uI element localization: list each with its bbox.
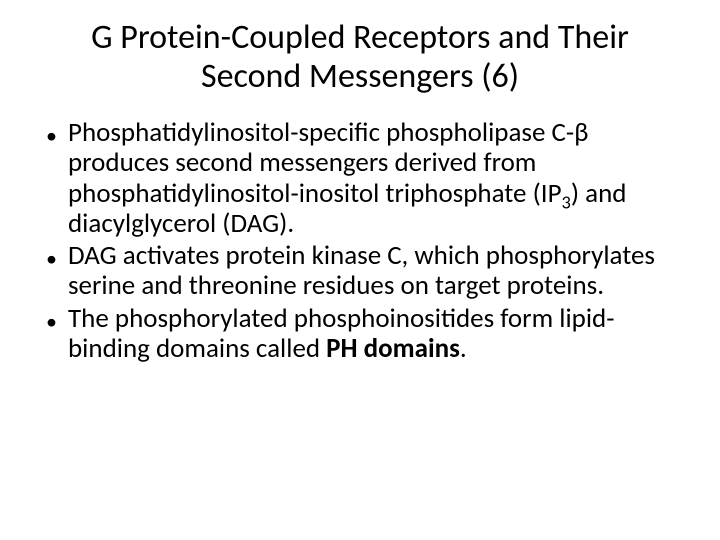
slide-title: G Protein-Coupled Receptors and Their Se… [38, 18, 682, 96]
bullet-text: Phosphatidylinositol-specific phospholip… [68, 118, 684, 239]
bullet-text: DAG activates protein kinase C, which ph… [68, 241, 684, 301]
bullet-dot-icon [46, 118, 68, 239]
bullet-dot-icon [46, 304, 68, 364]
slide-body: Phosphatidylinositol-specific phospholip… [28, 118, 692, 364]
bullet-item: The phosphorylated phosphoinositides for… [46, 304, 684, 364]
bullet-dot-icon [46, 241, 68, 301]
bullet-item: Phosphatidylinositol-specific phospholip… [46, 118, 684, 239]
bullet-item: DAG activates protein kinase C, which ph… [46, 241, 684, 301]
subscript: 3 [562, 191, 571, 213]
bullet-text-pre: Phosphatidylinositol-specific phospholip… [68, 116, 589, 209]
slide: G Protein-Coupled Receptors and Their Se… [0, 0, 720, 540]
bold-term: PH domains [326, 332, 460, 365]
bullet-text: The phosphorylated phosphoinositides for… [68, 304, 684, 364]
bullet-text-post: . [460, 332, 467, 365]
